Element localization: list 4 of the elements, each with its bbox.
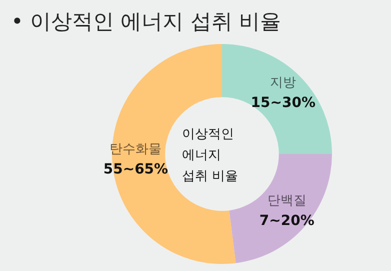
slice-label: 단백질 7~20% <box>259 194 314 230</box>
slice-label: 지방 15~30% <box>250 75 316 111</box>
chart-title: • 이상적인 에너지 섭취 비율 <box>11 10 282 34</box>
text: 이상적인 에너지 섭취 비율 <box>182 127 238 184</box>
